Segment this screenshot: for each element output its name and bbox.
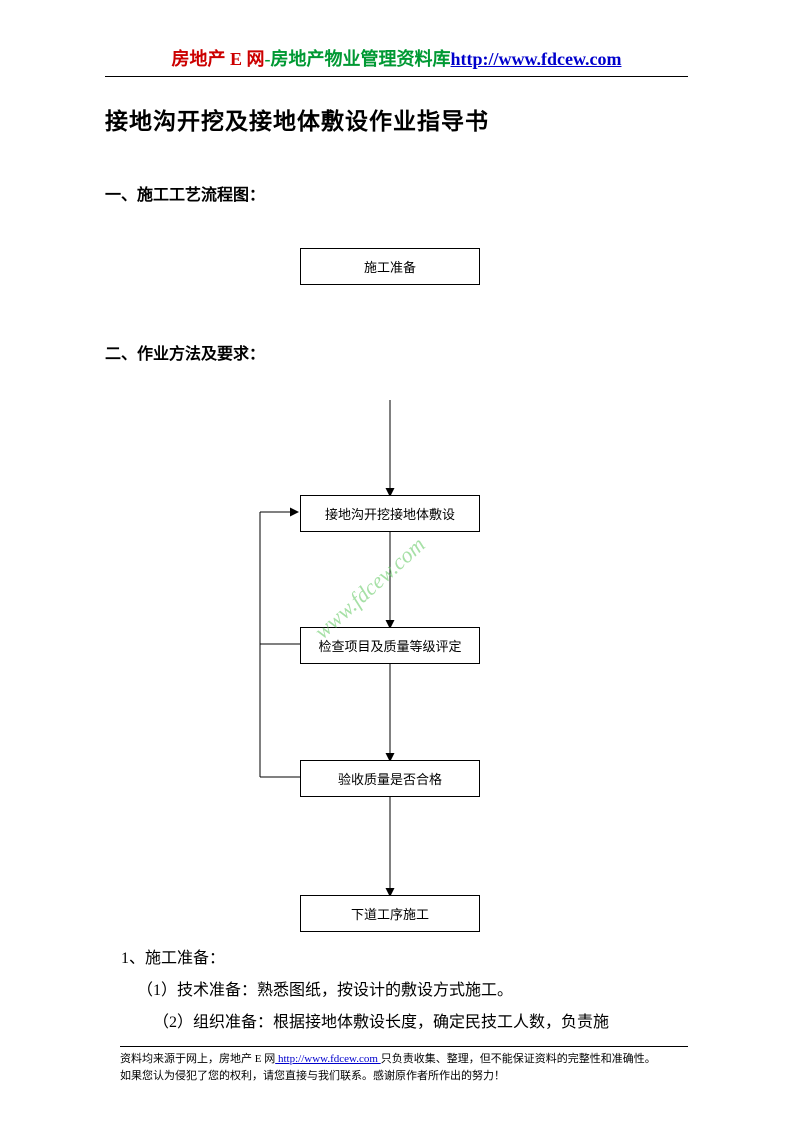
section-2-heading: 二、作业方法及要求： — [105, 340, 688, 364]
footer-text-2: 如果您认为侵犯了您的权利，请您直接与我们联系。感谢原作者所作出的努力！ — [120, 1070, 505, 1082]
flow-node-label: 检查项目及质量等级评定 — [318, 639, 461, 654]
flow-node-label: 下道工序施工 — [351, 907, 429, 922]
flow-node-label: 验收质量是否合格 — [338, 772, 442, 787]
body-line-1: 1、施工准备： — [105, 943, 688, 975]
section-1-heading: 一、施工工艺流程图： — [105, 181, 688, 205]
flow-node-excavate: 接地沟开挖接地体敷设 — [300, 495, 480, 532]
page-footer: 资料均来源于网上，房地产 E 网 http://www.fdcew.com 只负… — [120, 1046, 688, 1084]
flow-node-next: 下道工序施工 — [300, 895, 480, 932]
header-brand-1: 房地产 — [172, 49, 226, 69]
flow-node-inspect: 检查项目及质量等级评定 — [300, 627, 480, 664]
body-line-2: （1）技术准备：熟悉图纸，按设计的敷设方式施工。 — [105, 975, 688, 1007]
flow-node-prepare: 施工准备 — [300, 248, 480, 285]
flow-node-accept: 验收质量是否合格 — [300, 760, 480, 797]
document-page: 房地产 E 网-房地产物业管理资料库http://www.fdcew.com 接… — [0, 0, 793, 1122]
footer-url-link[interactable]: http://www.fdcew.com — [275, 1053, 381, 1065]
document-title: 接地沟开挖及接地体敷设作业指导书 — [105, 102, 688, 136]
flow-node-label: 接地沟开挖接地体敷设 — [325, 507, 455, 522]
body-line-3: （2）组织准备：根据接地体敷设长度，确定民技工人数，负责施 — [105, 1007, 688, 1039]
flow-node-label: 施工准备 — [364, 260, 416, 275]
footer-text-1a: 资料均来源于网上，房地产 E 网 — [120, 1053, 275, 1065]
header-url-link[interactable]: http://www.fdcew.com — [451, 49, 622, 69]
header-brand-2: E — [226, 49, 247, 69]
footer-text-1b: 只负责收集、整理，但不能保证资料的完整性和准确性。 — [381, 1053, 656, 1065]
page-header: 房地产 E 网-房地产物业管理资料库http://www.fdcew.com — [105, 45, 688, 77]
header-tagline: 房地产物业管理资料库 — [271, 49, 451, 69]
header-brand-3: 网 — [247, 49, 265, 69]
